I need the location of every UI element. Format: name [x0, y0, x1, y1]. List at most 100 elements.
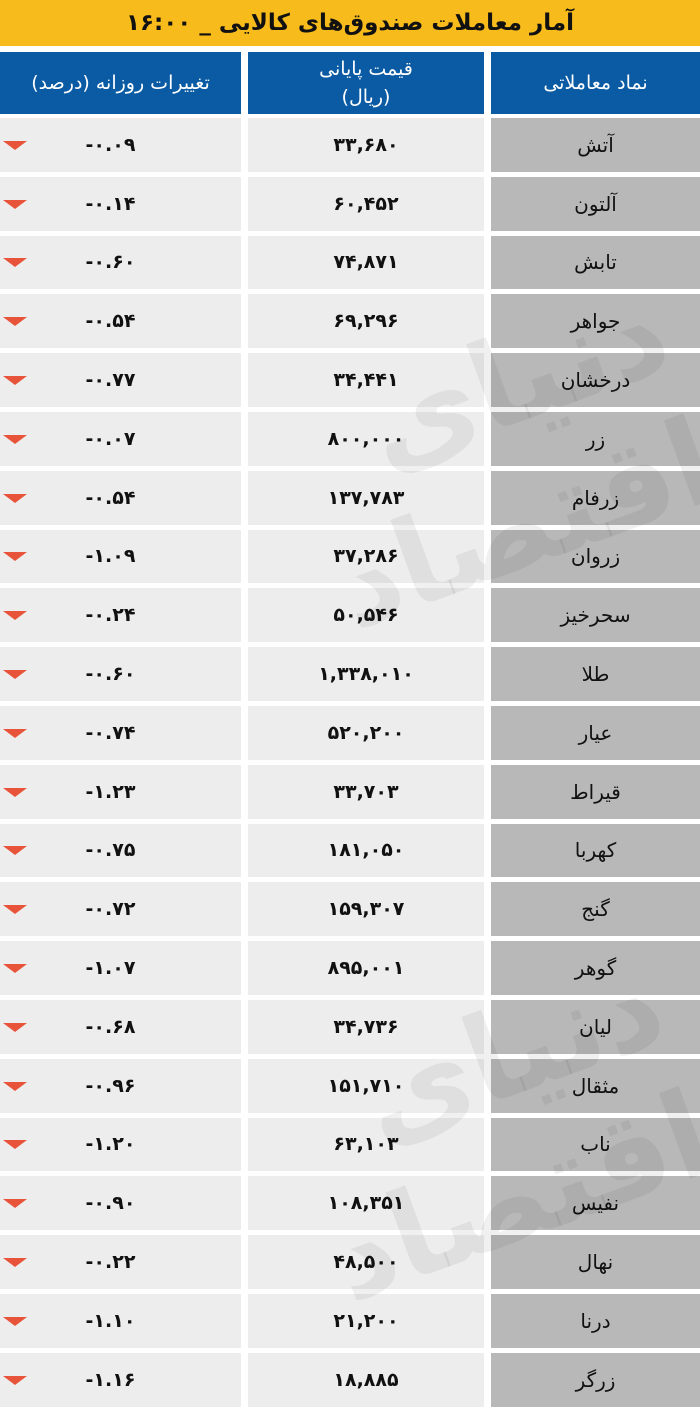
price-value: ۱۵۹,۳۰۷: [327, 898, 405, 921]
symbol-cell: نفیس: [491, 1176, 700, 1231]
table-row: -۰.۲۴ ۵۰,۵۴۶ سحرخیز: [0, 588, 700, 643]
change-cell: -۱.۰۷: [0, 941, 241, 995]
fund-table: تغییرات روزانه (درصد) قیمت پایانی (ریال) …: [0, 52, 700, 1412]
change-value: -۰.۶۰: [85, 663, 136, 686]
price-value: ۳۳,۷۰۳: [333, 780, 399, 803]
change-value: -۰.۷۷: [85, 369, 136, 392]
down-arrow-icon: [3, 611, 27, 621]
change-value: -۰.۹۶: [85, 1074, 136, 1097]
down-arrow-icon: [3, 434, 27, 444]
down-arrow-icon: [3, 1140, 27, 1150]
table-row: -۰.۶۸ ۳۴,۷۳۶ لیان: [0, 999, 700, 1054]
header-price-label: قیمت پایانی: [319, 58, 413, 80]
symbol-cell: نهال: [491, 1235, 700, 1289]
change-cell: -۱.۱۰: [0, 1293, 241, 1348]
price-cell: ۳۳,۷۰۳: [248, 764, 484, 819]
change-cell: -۰.۹۰: [0, 1176, 241, 1231]
price-cell: ۶۰,۴۵۲: [248, 176, 484, 231]
down-arrow-icon: [3, 905, 27, 915]
price-cell: ۱۵۹,۳۰۷: [248, 882, 484, 937]
symbol-cell: کهربا: [491, 823, 700, 878]
table-row: -۰.۲۲ ۴۸,۵۰۰ نهال: [0, 1235, 700, 1289]
price-value: ۵۲۰,۲۰۰: [327, 721, 405, 744]
table-row: -۰.۹۰ ۱۰۸,۳۵۱ نفیس: [0, 1176, 700, 1231]
table-row: -۱.۲۳ ۳۳,۷۰۳ قیراط: [0, 764, 700, 819]
table-title: آمار معاملات صندوق‌های کالایی _ ۱۶:۰۰: [0, 0, 700, 46]
price-cell: ۵۲۰,۲۰۰: [248, 705, 484, 760]
change-value: -۱.۲۰: [85, 1133, 136, 1156]
change-value: -۰.۶۰: [85, 251, 136, 274]
price-cell: ۴۸,۵۰۰: [248, 1235, 484, 1289]
down-arrow-icon: [3, 846, 27, 856]
price-value: ۱۰۸,۳۵۱: [327, 1192, 405, 1215]
down-arrow-icon: [3, 787, 27, 797]
price-value: ۱۸۱,۰۵۰: [327, 839, 405, 862]
down-arrow-icon: [3, 258, 27, 268]
change-value: -۱.۰۷: [85, 957, 136, 980]
change-cell: -۱.۲۰: [0, 1117, 241, 1172]
change-cell: -۰.۰۷: [0, 411, 241, 466]
down-arrow-icon: [3, 140, 27, 150]
change-value: -۰.۲۴: [85, 604, 136, 627]
price-cell: ۵۰,۵۴۶: [248, 588, 484, 643]
change-cell: -۰.۷۲: [0, 882, 241, 937]
header-price: قیمت پایانی (ریال): [248, 52, 484, 114]
change-value: -۱.۲۳: [85, 780, 136, 803]
price-value: ۳۴,۴۴۱: [333, 369, 399, 392]
price-value: ۱۸,۸۸۵: [333, 1368, 399, 1391]
change-cell: -۱.۱۶: [0, 1352, 241, 1407]
table-row: -۰.۷۵ ۱۸۱,۰۵۰ کهربا: [0, 823, 700, 878]
price-cell: ۱۰۸,۳۵۱: [248, 1176, 484, 1231]
symbol-cell: زر: [491, 411, 700, 466]
symbol-cell: قیراط: [491, 764, 700, 819]
price-cell: ۱۸۱,۰۵۰: [248, 823, 484, 878]
table-row: -۰.۷۲ ۱۵۹,۳۰۷ گنج: [0, 882, 700, 937]
symbol-cell: درخشان: [491, 353, 700, 407]
down-arrow-icon: [3, 199, 27, 209]
change-cell: -۱.۲۳: [0, 764, 241, 819]
price-value: ۶۳,۱۰۳: [333, 1133, 399, 1156]
price-value: ۳۳,۶۸۰: [333, 133, 399, 156]
table-row: -۱.۰۷ ۸۹۵,۰۰۱ گوهر: [0, 941, 700, 995]
price-cell: ۳۳,۶۸۰: [248, 118, 484, 172]
symbol-cell: گنج: [491, 882, 700, 937]
price-cell: ۲۱,۲۰۰: [248, 1293, 484, 1348]
symbol-cell: زرگر: [491, 1352, 700, 1407]
symbol-cell: زروان: [491, 529, 700, 584]
change-cell: -۰.۹۶: [0, 1058, 241, 1113]
table-row: -۰.۵۴ ۶۹,۲۹۶ جواهر: [0, 294, 700, 349]
header-symbol: نماد معاملاتی: [491, 52, 700, 114]
table-row: -۰.۹۶ ۱۵۱,۷۱۰ مثقال: [0, 1058, 700, 1113]
symbol-cell: تابش: [491, 235, 700, 290]
change-cell: -۰.۵۴: [0, 294, 241, 349]
price-value: ۷۴,۸۷۱: [333, 251, 399, 274]
symbol-cell: زرفام: [491, 470, 700, 525]
down-arrow-icon: [3, 670, 27, 680]
symbol-cell: سحرخیز: [491, 588, 700, 643]
table-row: -۰.۵۴ ۱۳۷,۷۸۳ زرفام: [0, 470, 700, 525]
change-value: -۰.۵۴: [85, 486, 136, 509]
symbol-cell: آتش: [491, 118, 700, 172]
down-arrow-icon: [3, 552, 27, 562]
change-cell: -۱.۰۹: [0, 529, 241, 584]
header-price-unit: (ریال): [341, 86, 391, 108]
table-row: -۰.۰۹ ۳۳,۶۸۰ آتش: [0, 118, 700, 172]
price-value: ۴۸,۵۰۰: [333, 1251, 399, 1274]
price-value: ۱۵۱,۷۱۰: [327, 1074, 405, 1097]
change-cell: -۰.۲۴: [0, 588, 241, 643]
change-value: -۰.۰۹: [85, 133, 136, 156]
table-row: -۰.۷۷ ۳۴,۴۴۱ درخشان: [0, 353, 700, 407]
price-value: ۶۰,۴۵۲: [333, 192, 399, 215]
change-value: -۰.۶۸: [85, 1015, 136, 1038]
change-cell: -۰.۶۰: [0, 647, 241, 701]
change-value: -۰.۲۲: [85, 1251, 136, 1274]
header-row: تغییرات روزانه (درصد) قیمت پایانی (ریال) …: [0, 52, 700, 114]
table-row: -۰.۶۰ ۱,۳۳۸,۰۱۰ طلا: [0, 647, 700, 701]
price-cell: ۳۴,۴۴۱: [248, 353, 484, 407]
price-cell: ۶۳,۱۰۳: [248, 1117, 484, 1172]
change-value: -۱.۱۰: [85, 1309, 136, 1332]
symbol-cell: گوهر: [491, 941, 700, 995]
price-cell: ۷۴,۸۷۱: [248, 235, 484, 290]
change-cell: -۰.۶۸: [0, 999, 241, 1054]
change-value: -۰.۹۰: [85, 1192, 136, 1215]
